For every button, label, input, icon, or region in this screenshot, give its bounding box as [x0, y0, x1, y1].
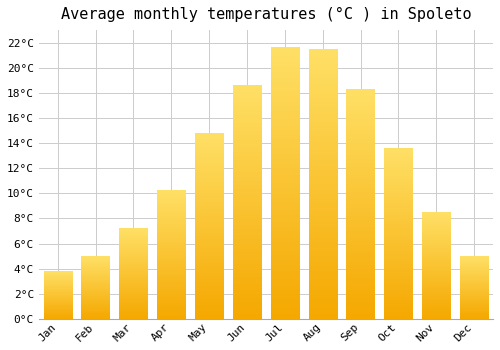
Bar: [384, 148, 412, 319]
Bar: [82, 256, 110, 319]
Bar: [157, 191, 186, 319]
Bar: [460, 256, 488, 319]
Bar: [422, 212, 450, 319]
Bar: [233, 85, 261, 319]
Bar: [346, 89, 375, 319]
Bar: [308, 49, 337, 319]
Bar: [119, 229, 148, 319]
Bar: [195, 133, 224, 319]
Bar: [44, 271, 72, 319]
Title: Average monthly temperatures (°C ) in Spoleto: Average monthly temperatures (°C ) in Sp…: [60, 7, 471, 22]
Bar: [270, 48, 299, 319]
